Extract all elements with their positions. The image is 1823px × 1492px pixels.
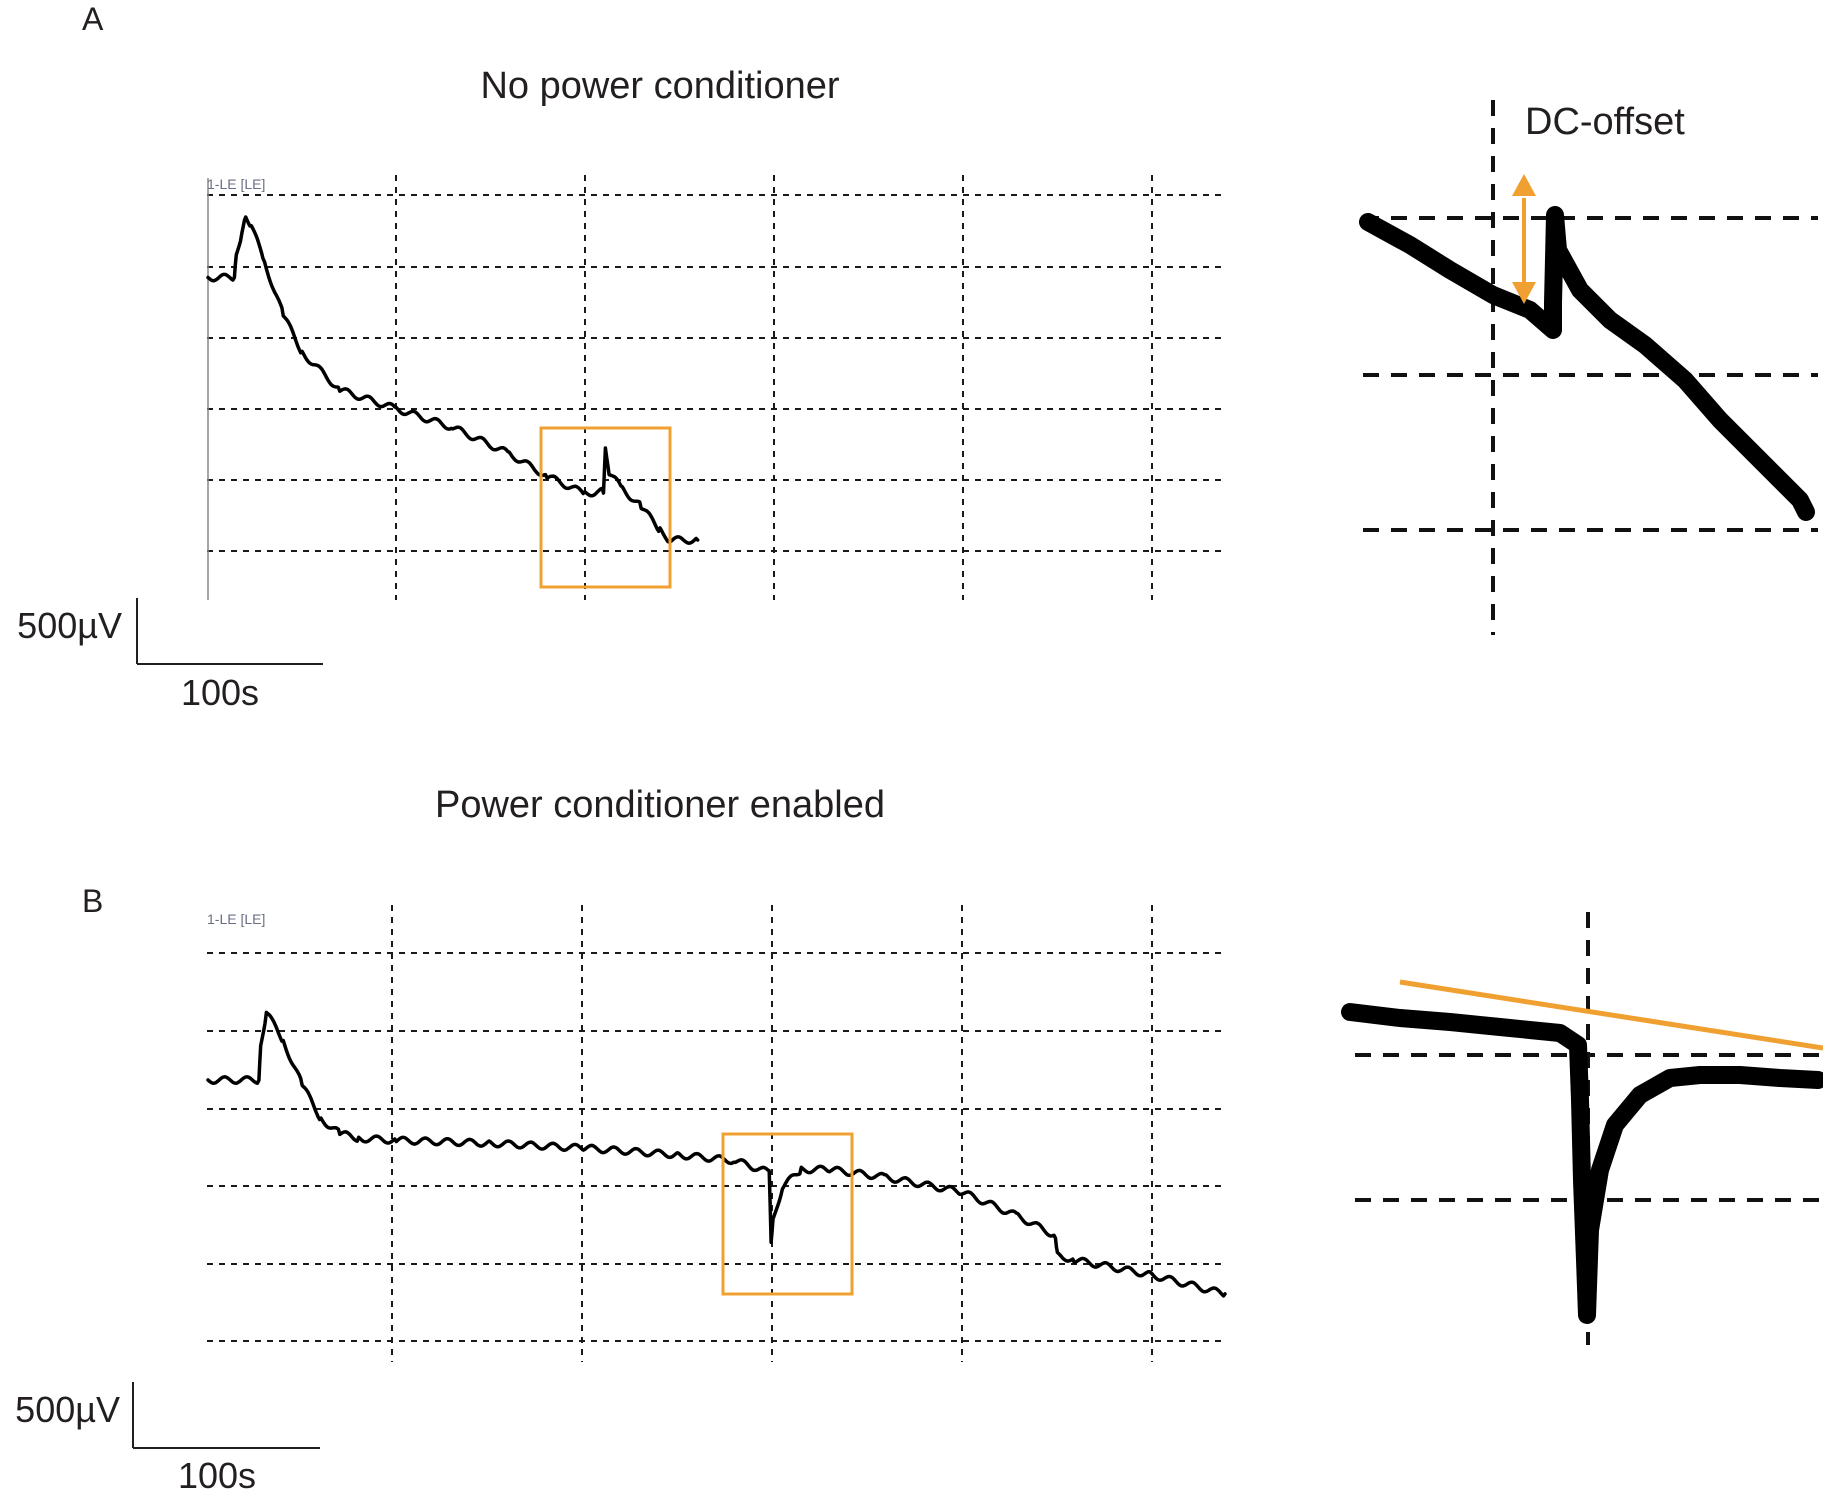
panel-b-scale-voltage: 500µV [15, 1389, 120, 1430]
panel-b-inset [1341, 912, 1823, 1345]
baseline-trend-line [1399, 979, 1823, 1051]
panel-b-inset-trace [1341, 1003, 1823, 1324]
panel-a-trace [206, 215, 700, 545]
panel-b-scale-time: 100s [178, 1455, 256, 1492]
panel-a-inset-trace [1359, 206, 1815, 521]
panel-a-zoom-box [539, 426, 672, 589]
panel-a-plot: 1-LE [LE] [206, 175, 1225, 600]
panel-b-zoom-box [721, 1132, 854, 1296]
panel-a-inset: DC-offset [1359, 100, 1818, 635]
panel-a-letter: A [82, 1, 104, 37]
dc-offset-arrow-head-up [1512, 174, 1536, 196]
panel-b-scale-bar: 500µV 100s [15, 1382, 320, 1492]
panel-b-grid [207, 905, 1225, 1362]
panel-a-scale-time: 100s [181, 672, 259, 713]
panel-b-channel-label: 1-LE [LE] [207, 911, 265, 927]
panel-b-letter: B [82, 883, 103, 919]
panel-a-grid [207, 175, 1225, 600]
panel-b-trace [206, 1010, 1227, 1298]
panel-b-title: Power conditioner enabled [435, 784, 885, 826]
panel-a-channel-label: 1-LE [LE] [207, 176, 265, 192]
dc-offset-arrow-head-down [1512, 282, 1536, 304]
panel-b-plot: 1-LE [LE] [206, 905, 1227, 1362]
panel-a-scale-bar: 500µV 100s [17, 598, 323, 713]
panel-a-scale-voltage: 500µV [17, 605, 122, 646]
panel-a-title: No power conditioner [480, 65, 839, 107]
dc-offset-label: DC-offset [1525, 101, 1685, 143]
